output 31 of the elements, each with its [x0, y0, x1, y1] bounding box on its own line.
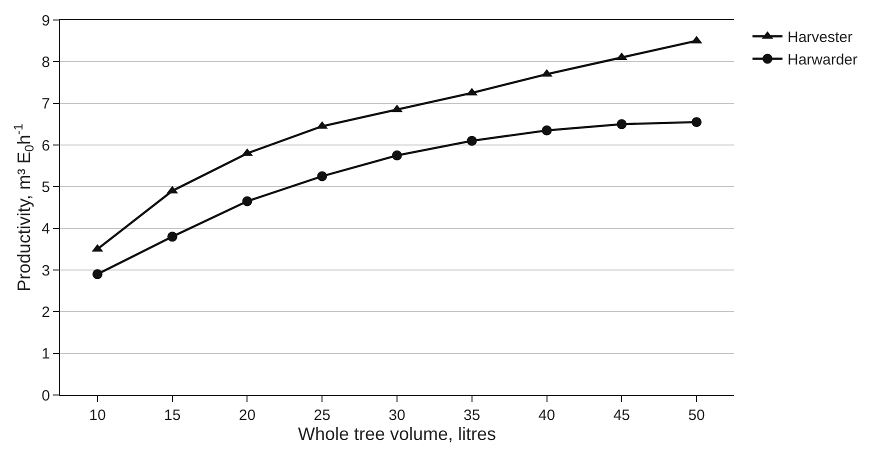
point	[542, 125, 552, 136]
point	[167, 232, 178, 242]
y-tick-label: 4	[42, 220, 50, 238]
legend-label: Harvester	[787, 29, 853, 46]
y-tick-label: 7	[42, 96, 50, 113]
point	[692, 117, 702, 128]
x-tick-label: 10	[89, 407, 106, 424]
y-tick-label: 0	[42, 387, 50, 404]
x-tick-label: 45	[613, 407, 630, 424]
point	[466, 136, 477, 146]
y-tick-label: 3	[42, 262, 50, 280]
x-axis-title: Whole tree volume, litres	[298, 424, 496, 444]
x-tick-label: 50	[688, 407, 705, 424]
legend-label: Harwarder	[787, 52, 858, 69]
y-tick-label: 6	[42, 137, 50, 154]
point	[242, 196, 252, 206]
y-tick-label: 8	[42, 54, 50, 71]
y-tick-label: 5	[42, 178, 50, 196]
y-tick-label: 2	[42, 304, 50, 321]
x-tick-label: 40	[538, 407, 556, 424]
x-tick-label: 25	[314, 407, 330, 424]
y-tick-label: 1	[42, 346, 50, 363]
x-tick-label: 30	[388, 407, 406, 424]
point	[616, 119, 627, 130]
point	[317, 171, 328, 182]
x-tick-label: 35	[464, 407, 480, 424]
point	[92, 269, 102, 280]
y-tick-label: 9	[42, 12, 50, 30]
x-tick-label: 15	[164, 407, 181, 424]
point	[392, 150, 402, 160]
x-tick-label: 20	[238, 407, 256, 424]
